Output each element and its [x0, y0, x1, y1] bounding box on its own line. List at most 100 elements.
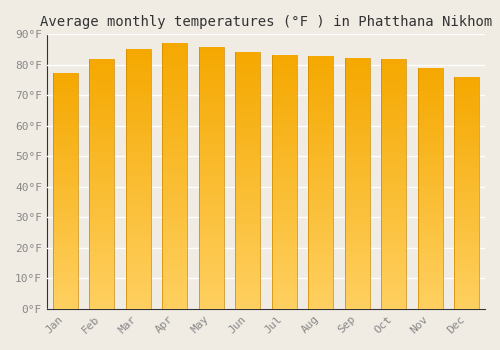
Bar: [126, 78, 150, 80]
Bar: [418, 147, 442, 148]
Bar: [345, 177, 370, 178]
Bar: [345, 185, 370, 186]
Bar: [345, 290, 370, 291]
Bar: [52, 83, 78, 84]
Bar: [272, 263, 296, 264]
Bar: [308, 234, 333, 236]
Bar: [382, 86, 406, 88]
Bar: [52, 237, 78, 238]
Bar: [126, 263, 150, 265]
Bar: [126, 218, 150, 219]
Bar: [272, 248, 296, 249]
Bar: [345, 286, 370, 287]
Bar: [382, 211, 406, 212]
Bar: [382, 291, 406, 293]
Bar: [89, 114, 114, 115]
Bar: [454, 139, 479, 140]
Bar: [162, 175, 187, 176]
Bar: [162, 94, 187, 95]
Bar: [382, 74, 406, 75]
Bar: [236, 119, 260, 120]
Bar: [52, 110, 78, 111]
Bar: [52, 98, 78, 99]
Bar: [236, 90, 260, 91]
Bar: [198, 126, 224, 127]
Bar: [162, 115, 187, 116]
Bar: [382, 172, 406, 173]
Bar: [162, 44, 187, 46]
Bar: [52, 276, 78, 277]
Bar: [272, 276, 296, 277]
Bar: [198, 307, 224, 309]
Bar: [454, 272, 479, 273]
Bar: [198, 247, 224, 248]
Bar: [126, 270, 150, 271]
Bar: [89, 129, 114, 130]
Bar: [454, 170, 479, 171]
Bar: [89, 91, 114, 93]
Bar: [418, 237, 442, 238]
Bar: [52, 247, 78, 249]
Bar: [418, 141, 442, 142]
Bar: [454, 281, 479, 282]
Bar: [308, 69, 333, 70]
Bar: [272, 195, 296, 196]
Bar: [454, 245, 479, 246]
Bar: [162, 287, 187, 289]
Bar: [162, 181, 187, 183]
Bar: [126, 62, 150, 63]
Bar: [236, 158, 260, 159]
Bar: [345, 269, 370, 270]
Bar: [198, 80, 224, 81]
Bar: [418, 161, 442, 162]
Bar: [236, 69, 260, 70]
Bar: [345, 171, 370, 172]
Bar: [382, 69, 406, 70]
Bar: [418, 273, 442, 274]
Bar: [308, 86, 333, 88]
Bar: [454, 147, 479, 148]
Bar: [126, 303, 150, 305]
Bar: [52, 244, 78, 245]
Bar: [272, 81, 296, 82]
Bar: [308, 113, 333, 114]
Bar: [418, 101, 442, 102]
Bar: [89, 106, 114, 108]
Bar: [126, 112, 150, 114]
Bar: [345, 180, 370, 181]
Bar: [308, 219, 333, 220]
Bar: [52, 292, 78, 293]
Bar: [272, 77, 296, 78]
Bar: [162, 46, 187, 47]
Bar: [236, 182, 260, 183]
Bar: [236, 259, 260, 260]
Bar: [198, 76, 224, 77]
Bar: [126, 280, 150, 281]
Bar: [89, 245, 114, 246]
Bar: [162, 284, 187, 285]
Bar: [382, 287, 406, 289]
Bar: [198, 153, 224, 154]
Bar: [382, 281, 406, 282]
Bar: [418, 119, 442, 120]
Bar: [162, 51, 187, 52]
Bar: [418, 257, 442, 258]
Bar: [418, 160, 442, 161]
Bar: [272, 107, 296, 108]
Bar: [236, 124, 260, 125]
Bar: [162, 234, 187, 236]
Bar: [162, 270, 187, 272]
Bar: [52, 181, 78, 182]
Bar: [345, 58, 370, 60]
Bar: [52, 234, 78, 236]
Bar: [52, 260, 78, 262]
Bar: [382, 214, 406, 215]
Bar: [126, 125, 150, 127]
Bar: [382, 160, 406, 161]
Bar: [454, 163, 479, 164]
Bar: [126, 85, 150, 86]
Bar: [308, 222, 333, 223]
Bar: [345, 91, 370, 92]
Bar: [308, 258, 333, 259]
Bar: [418, 88, 442, 89]
